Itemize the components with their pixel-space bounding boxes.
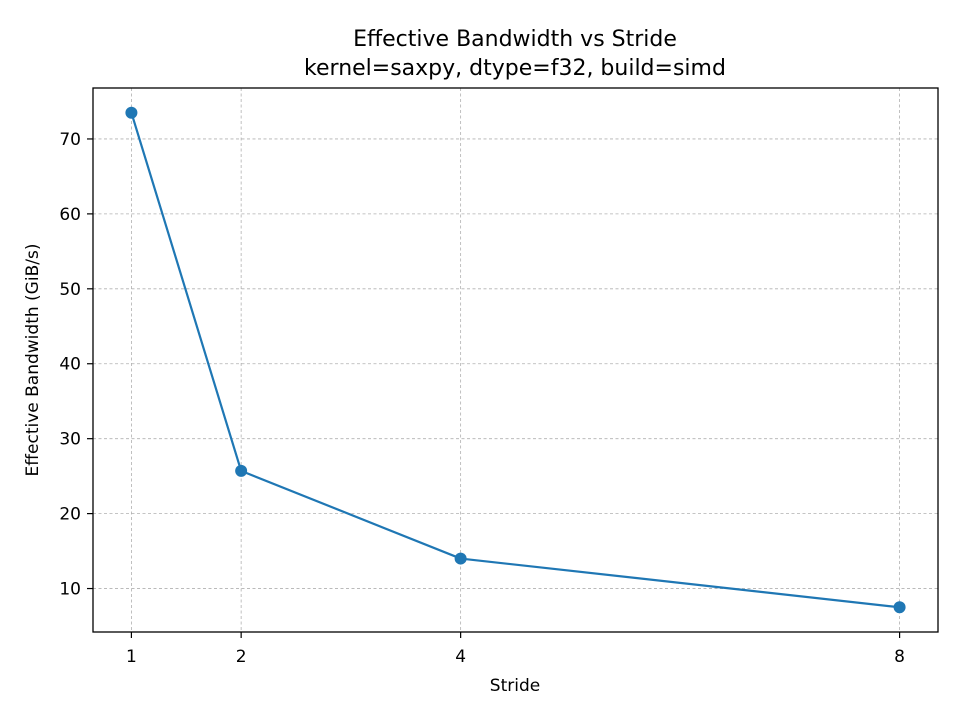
plot-frame bbox=[92, 87, 939, 633]
data-point bbox=[893, 601, 906, 614]
axis-ticks: 1 2 4 8 10 20 30 40 50 60 70 bbox=[59, 130, 905, 667]
y-tick-label: 40 bbox=[59, 355, 81, 375]
x-tick-label: 8 bbox=[894, 647, 905, 667]
chart-subtitle: kernel=saxpy, dtype=f32, build=simd bbox=[304, 56, 726, 81]
data-point bbox=[125, 106, 138, 119]
grid-lines bbox=[93, 88, 938, 632]
y-tick-label: 50 bbox=[59, 280, 81, 300]
series-line bbox=[130, 112, 900, 609]
y-axis-label: Effective Bandwidth (GiB/s) bbox=[23, 244, 43, 477]
data-point bbox=[454, 552, 467, 565]
y-tick-label: 70 bbox=[59, 130, 81, 150]
y-tick-label: 10 bbox=[59, 580, 81, 600]
x-tick-label: 4 bbox=[455, 647, 466, 667]
y-tick-label: 30 bbox=[59, 430, 81, 450]
y-tick-label: 60 bbox=[59, 205, 81, 225]
y-tick-label: 20 bbox=[59, 505, 81, 525]
x-tick-label: 2 bbox=[236, 647, 247, 667]
data-point bbox=[235, 464, 248, 477]
x-tick-label: 1 bbox=[126, 647, 137, 667]
data-series bbox=[125, 106, 906, 614]
chart-title: Effective Bandwidth vs Stride bbox=[353, 27, 677, 52]
x-axis-label: Stride bbox=[490, 676, 540, 696]
